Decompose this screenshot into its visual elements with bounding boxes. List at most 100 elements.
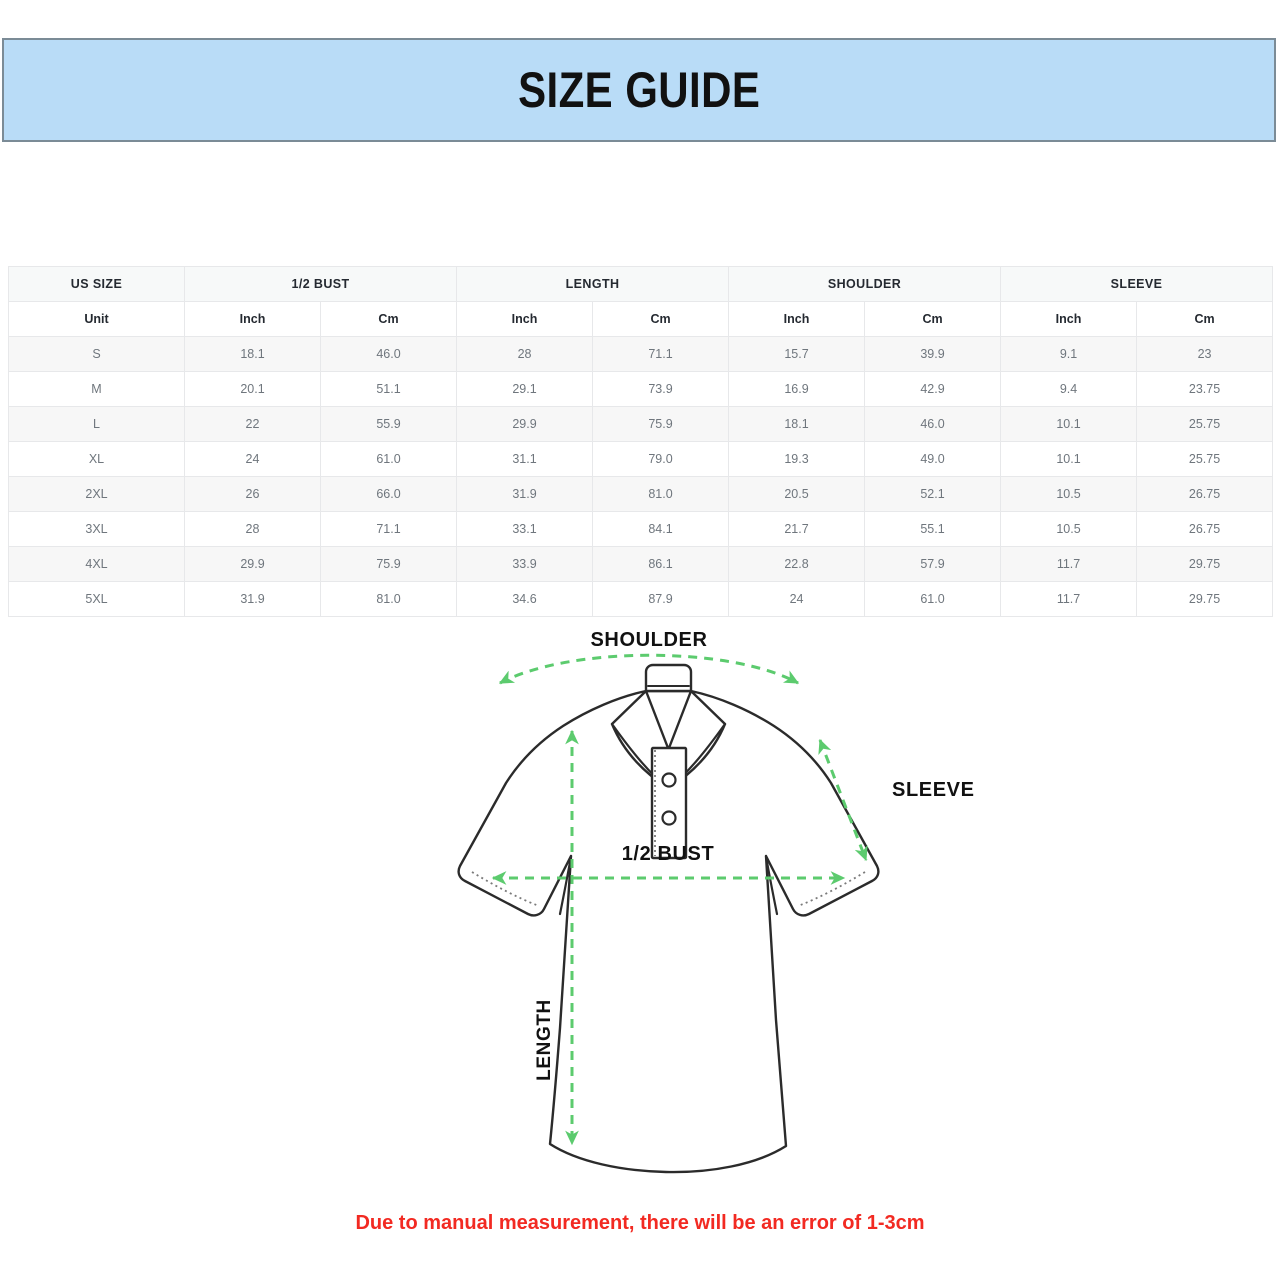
table-row: L 22 55.9 29.9 75.9 18.1 46.0 10.1 25.75 — [8, 406, 1274, 442]
table-row: 4XL 29.9 75.9 33.9 86.1 22.8 57.9 11.7 2… — [8, 546, 1274, 582]
right-cuff-stitching — [797, 871, 866, 907]
cell-bust-inch: 28 — [184, 511, 321, 547]
cell-size: 2XL — [8, 476, 185, 512]
sleeve-label: SLEEVE — [892, 779, 975, 801]
table-row: 3XL 28 71.1 33.1 84.1 21.7 55.1 10.5 26.… — [8, 511, 1274, 547]
cell-shoulder-cm: 39.9 — [864, 336, 1002, 372]
shoulder-measure-arrow — [498, 653, 800, 685]
cell-bust-inch: 31.9 — [184, 581, 321, 617]
cell-length-inch: 33.1 — [456, 511, 594, 547]
left-cuff-stitching — [471, 871, 540, 907]
cell-size: 3XL — [8, 511, 185, 547]
cell-shoulder-inch: 20.5 — [728, 476, 866, 512]
group-header-us-size: US SIZE — [8, 266, 185, 302]
cell-length-inch: 29.1 — [456, 371, 594, 407]
measurement-disclaimer: Due to manual measurement, there will be… — [355, 1212, 925, 1234]
unit-header-length-inch: Inch — [456, 301, 594, 337]
cell-length-inch: 31.9 — [456, 476, 594, 512]
group-header-sleeve: SLEEVE — [1000, 266, 1274, 302]
cell-shoulder-inch: 24 — [728, 581, 866, 617]
cell-bust-cm: 81.0 — [319, 581, 458, 617]
length-label: LENGTH — [534, 999, 555, 1081]
unit-header-sleeve-inch: Inch — [1000, 301, 1138, 337]
sleeve-measure-arrow — [818, 738, 868, 862]
cell-length-inch: 33.9 — [456, 546, 594, 582]
cell-shoulder-inch: 21.7 — [728, 511, 866, 547]
cell-shoulder-cm: 52.1 — [864, 476, 1002, 512]
shoulder-label: SHOULDER — [590, 629, 707, 651]
table-row: 5XL 31.9 81.0 34.6 87.9 24 61.0 11.7 29.… — [8, 581, 1274, 617]
cell-shoulder-cm: 49.0 — [864, 441, 1002, 477]
unit-header-sleeve-cm: Cm — [1136, 301, 1274, 337]
cell-bust-cm: 75.9 — [319, 546, 458, 582]
cell-length-cm: 87.9 — [592, 581, 730, 617]
size-guide-banner: SIZE GUIDE — [2, 38, 1276, 142]
cell-sleeve-cm: 25.75 — [1136, 441, 1274, 477]
cell-sleeve-inch: 10.5 — [1000, 511, 1138, 547]
unit-header-bust-inch: Inch — [184, 301, 321, 337]
cell-bust-cm: 61.0 — [319, 441, 458, 477]
cell-length-cm: 81.0 — [592, 476, 730, 512]
unit-header-shoulder-cm: Cm — [864, 301, 1002, 337]
table-row: S 18.1 46.0 28 71.1 15.7 39.9 9.1 23 — [8, 336, 1274, 372]
cell-size: 5XL — [8, 581, 185, 617]
table-row: M 20.1 51.1 29.1 73.9 16.9 42.9 9.4 23.7… — [8, 371, 1274, 407]
cell-shoulder-cm: 57.9 — [864, 546, 1002, 582]
cell-shoulder-cm: 61.0 — [864, 581, 1002, 617]
cell-sleeve-inch: 9.1 — [1000, 336, 1138, 372]
table-row: 2XL 26 66.0 31.9 81.0 20.5 52.1 10.5 26.… — [8, 476, 1274, 512]
measurement-diagram: SHOULDER SLEEVE 1/2 BUST LENGTH — [400, 628, 1000, 1198]
cell-bust-inch: 20.1 — [184, 371, 321, 407]
cell-bust-inch: 24 — [184, 441, 321, 477]
cell-sleeve-cm: 23 — [1136, 336, 1274, 372]
cell-sleeve-inch: 10.1 — [1000, 441, 1138, 477]
unit-header-bust-cm: Cm — [319, 301, 458, 337]
cell-bust-cm: 55.9 — [319, 406, 458, 442]
unit-header-length-cm: Cm — [592, 301, 730, 337]
cell-size: S — [8, 336, 185, 372]
cell-bust-inch: 29.9 — [184, 546, 321, 582]
cell-bust-inch: 26 — [184, 476, 321, 512]
cell-length-inch: 29.9 — [456, 406, 594, 442]
cell-shoulder-inch: 19.3 — [728, 441, 866, 477]
group-header-length: LENGTH — [456, 266, 730, 302]
cell-shoulder-inch: 18.1 — [728, 406, 866, 442]
table-unit-header-row: Unit Inch Cm Inch Cm Inch Cm Inch Cm — [8, 301, 1274, 337]
cell-length-cm: 73.9 — [592, 371, 730, 407]
group-header-bust: 1/2 BUST — [183, 266, 458, 302]
cell-shoulder-cm: 42.9 — [864, 371, 1002, 407]
group-header-shoulder: SHOULDER — [728, 266, 1002, 302]
cell-length-inch: 31.1 — [456, 441, 594, 477]
cell-shoulder-inch: 15.7 — [728, 336, 866, 372]
unit-header-shoulder-inch: Inch — [728, 301, 866, 337]
size-table-body: S 18.1 46.0 28 71.1 15.7 39.9 9.1 23 M 2… — [8, 336, 1274, 617]
cell-length-cm: 75.9 — [592, 406, 730, 442]
bust-label: 1/2 BUST — [622, 843, 715, 865]
cell-length-inch: 34.6 — [456, 581, 594, 617]
cell-sleeve-cm: 26.75 — [1136, 511, 1274, 547]
cell-shoulder-cm: 46.0 — [864, 406, 1002, 442]
unit-header-unit: Unit — [8, 301, 185, 337]
cell-bust-cm: 71.1 — [319, 511, 458, 547]
cell-length-cm: 86.1 — [592, 546, 730, 582]
cell-length-cm: 84.1 — [592, 511, 730, 547]
cell-shoulder-cm: 55.1 — [864, 511, 1002, 547]
cell-length-cm: 79.0 — [592, 441, 730, 477]
cell-bust-inch: 18.1 — [184, 336, 321, 372]
cell-length-cm: 71.1 — [592, 336, 730, 372]
page-title: SIZE GUIDE — [517, 62, 761, 118]
cell-shoulder-inch: 16.9 — [728, 371, 866, 407]
table-group-header-row: US SIZE 1/2 BUST LENGTH SHOULDER SLEEVE — [8, 266, 1274, 302]
cell-size: M — [8, 371, 185, 407]
cell-size: L — [8, 406, 185, 442]
cell-sleeve-inch: 11.7 — [1000, 581, 1138, 617]
size-table-container: US SIZE 1/2 BUST LENGTH SHOULDER SLEEVE … — [8, 266, 1274, 617]
cell-size: XL — [8, 441, 185, 477]
cell-sleeve-cm: 25.75 — [1136, 406, 1274, 442]
cell-size: 4XL — [8, 546, 185, 582]
cell-sleeve-cm: 23.75 — [1136, 371, 1274, 407]
cell-sleeve-inch: 11.7 — [1000, 546, 1138, 582]
cell-sleeve-inch: 10.1 — [1000, 406, 1138, 442]
cell-sleeve-cm: 26.75 — [1136, 476, 1274, 512]
cell-bust-inch: 22 — [184, 406, 321, 442]
